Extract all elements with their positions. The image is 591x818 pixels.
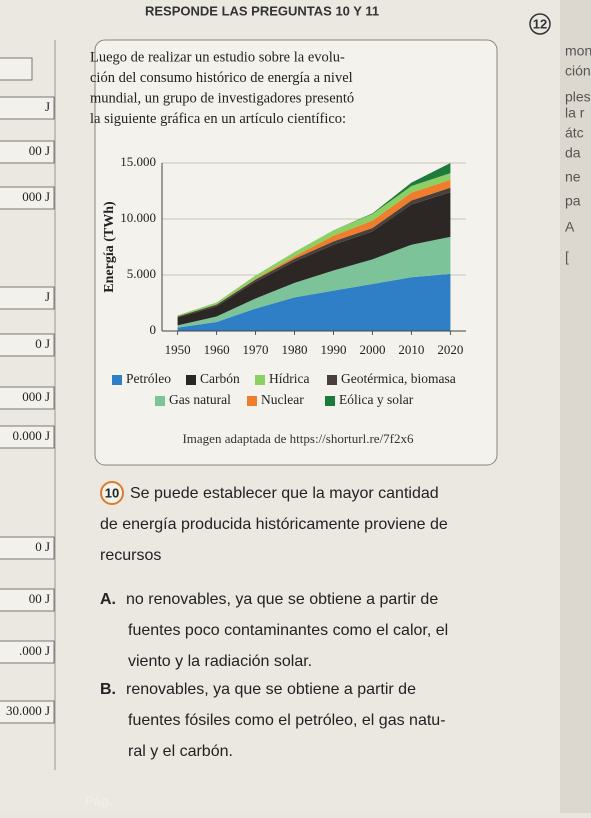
margin-box (0, 140, 55, 164)
question-line: de energía producida históricamente prov… (100, 516, 448, 533)
legend-swatch (255, 375, 265, 385)
x-tick-label: 1980 (282, 342, 308, 357)
intro-line: mundial, un grupo de investigadores pres… (90, 90, 354, 106)
margin-box (0, 333, 55, 357)
legend-label: Geotérmica, biomasa (341, 371, 456, 386)
margin-left-text: 000 J (22, 389, 50, 404)
source: Imagen adaptada de https://shorturl.re/7… (182, 431, 414, 446)
number-circle (529, 13, 551, 35)
y-axis-label: Energía (TWh) (102, 201, 117, 293)
margin-box (0, 186, 55, 210)
area (177, 173, 451, 317)
x-tick-label: 1970 (243, 342, 269, 357)
margin-right-text: la r (565, 105, 585, 121)
margin-left-text: 0.000 J (12, 428, 50, 443)
legend-label: Hídrica (269, 371, 309, 386)
question-circle (100, 481, 124, 505)
x-tick-label: 2020 (437, 342, 463, 357)
margin-box (0, 286, 55, 310)
margin-right-text: A (565, 219, 575, 235)
legend-label: Petróleo (126, 371, 171, 386)
margin-right-text: ples (565, 89, 591, 105)
option-line: viento y la radiación solar. (128, 653, 312, 670)
y-tick-label: 15.000 (120, 154, 156, 169)
margin-left-text: 000 J (22, 189, 50, 204)
margin-box (0, 57, 33, 81)
x-tick-label: 2000 (359, 342, 385, 357)
margin-left-text: J (45, 289, 50, 304)
page-label: Pág. (85, 793, 112, 808)
x-tick-label: 2010 (398, 342, 424, 357)
margin-right-text: mon (565, 43, 591, 59)
margin-right-text: pa (565, 193, 581, 209)
margin-box (0, 425, 55, 449)
y-tick-label: 5.000 (127, 266, 156, 281)
x-tick-label: 1960 (204, 342, 230, 357)
margin-right-text: ción (565, 63, 591, 79)
y-tick-label: 0 (150, 322, 157, 337)
area (177, 163, 451, 316)
page-number: 12 (533, 16, 547, 31)
area (177, 187, 451, 318)
margin-left-text: 0 J (35, 539, 50, 554)
margin-box (0, 386, 55, 410)
legend-label: Gas natural (169, 392, 231, 407)
legend-swatch (327, 375, 337, 385)
next-page-edge (560, 0, 591, 813)
margin-box (0, 588, 55, 612)
margin-box (0, 536, 55, 560)
margin-left-text: 0 J (35, 336, 50, 351)
margin-box (0, 700, 55, 724)
area (177, 273, 451, 331)
option-line: fuentes poco contaminantes como el calor… (128, 622, 448, 639)
x-tick-label: 1950 (165, 342, 191, 357)
margin-right-text: ne (565, 169, 581, 185)
option-line: no renovables, ya que se obtiene a parti… (126, 591, 438, 608)
option-line: ral y el carbón. (128, 743, 233, 760)
question-line: Se puede establecer que la mayor cantida… (130, 485, 439, 502)
margin-left-text: J (45, 99, 50, 114)
y-tick-label: 10.000 (120, 210, 156, 225)
legend-label: Nuclear (261, 392, 304, 407)
legend-swatch (112, 375, 122, 385)
legend-label: Eólica y solar (339, 392, 414, 407)
legend-label: Carbón (200, 371, 240, 386)
legend-swatch (155, 396, 165, 406)
area (177, 179, 451, 317)
legend-swatch (325, 396, 335, 406)
margin-right-text: átc (565, 125, 584, 141)
margin-left-text: 30.000 J (6, 703, 50, 718)
margin-left-text: 00 J (29, 591, 50, 606)
question-line: recursos (100, 547, 161, 564)
margin-box (0, 640, 55, 664)
margin-left-text: 00 J (29, 143, 50, 158)
legend-swatch (186, 375, 196, 385)
header: RESPONDE LAS PREGUNTAS 10 Y 11 (145, 3, 379, 18)
option-letter: B. (100, 681, 116, 698)
option-letter: A. (100, 591, 116, 608)
margin-left-text: .000 J (19, 643, 50, 658)
intro-line: Luego de realizar un estudio sobre la ev… (90, 49, 345, 65)
legend-swatch (247, 396, 257, 406)
intro-line: la siguiente gráfica en un artículo cien… (90, 111, 346, 127)
area (177, 192, 451, 326)
margin-box (0, 96, 55, 120)
question-number: 10 (105, 485, 119, 500)
option-line: renovables, ya que se obtiene a partir d… (126, 681, 416, 698)
x-tick-label: 1990 (320, 342, 346, 357)
option-line: fuentes fósiles como el petróleo, el gas… (128, 712, 446, 729)
margin-right-text: [ (565, 249, 569, 265)
intro-line: ción del consumo histórico de energía a … (90, 70, 353, 86)
margin-right-text: da (565, 145, 581, 161)
area (177, 236, 451, 328)
